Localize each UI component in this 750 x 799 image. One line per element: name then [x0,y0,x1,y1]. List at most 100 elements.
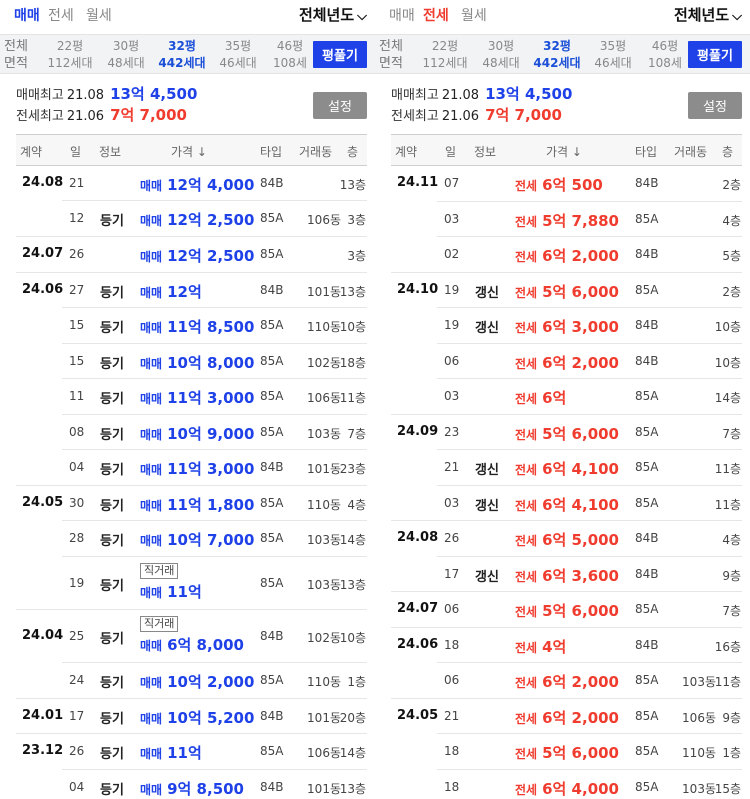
transaction-row[interactable]: 24.08 26 전세 6억 5,000 84B 4층 [375,521,750,557]
transaction-row[interactable]: 24.04 25 등기 직거래 매매 6억 8,000 84B 102동 10층 [0,610,375,663]
area-option-3[interactable]: 32평 442세대 [154,38,210,72]
deal-price: 6억 2,000 [542,247,619,265]
area-households: 112세대 [47,56,93,70]
price-cell: 전세 6억 4,000 [515,778,619,799]
unit-type: 84B [260,709,284,723]
transaction-row[interactable]: 21 갱신 전세 6억 4,100 85A 11층 [375,450,750,486]
price-cell: 전세 6억 5,000 [515,529,619,550]
price-cell: 매매 12억 4,000 [140,174,254,195]
transaction-row[interactable]: 17 갱신 전세 6억 3,600 84B 9층 [375,557,750,592]
tab-monthly-rent[interactable]: 월세 [461,8,487,24]
area-option-2[interactable]: 30평 48세대 [98,38,154,72]
area-option-4[interactable]: 35평 46세대 [210,38,266,72]
table-header: 계약 일 정보 가격 ↓ 타입 거래동 층 [16,134,367,166]
transaction-row[interactable]: 03 전세 5억 7,880 85A 4층 [375,202,750,237]
area-option-5[interactable]: 46평 108세 [637,38,693,72]
deal-kind-label: 전세 [515,250,538,264]
row-divider [437,556,742,557]
transaction-row[interactable]: 23.12 26 등기 매매 11억 85A 106동 14층 [0,734,375,770]
deal-price: 6억 3,600 [542,567,619,585]
transaction-row[interactable]: 18 전세 5억 6,000 85A 110동 1층 [375,734,750,770]
settings-button[interactable]: 설정 [313,92,367,119]
transaction-row[interactable]: 04 등기 매매 11억 3,000 84B 101동 23층 [0,450,375,486]
deal-price: 5억 6,000 [542,602,619,620]
transaction-row[interactable]: 11 등기 매매 11억 3,000 85A 106동 11층 [0,379,375,415]
price-cell: 매매 11억 8,500 [140,316,254,337]
settings-button[interactable]: 설정 [688,92,742,119]
deal-info-badge: 등기 [100,534,124,549]
header-contract: 계약 [20,145,43,159]
transaction-row[interactable]: 24.05 30 등기 매매 11억 1,800 85A 110동 4층 [0,486,375,521]
pyeong-expand-button[interactable]: 평풀기 [688,41,742,68]
transaction-row[interactable]: 03 전세 6억 85A 14층 [375,379,750,415]
transaction-row[interactable]: 18 전세 6억 4,000 85A 103동 15층 [375,770,750,799]
year-filter-dropdown[interactable]: 전체년도 ⌵ [674,4,742,25]
transaction-row[interactable]: 24.08 21 매매 12억 4,000 84B 13층 [0,166,375,201]
contract-day: 26 [444,531,460,545]
deal-kind-label: 매매 [140,321,163,335]
row-divider [62,769,367,770]
header-price-sort[interactable]: 가격 ↓ [171,145,207,159]
deal-kind-label: 전세 [515,428,538,442]
deal-price: 12억 [167,283,202,301]
floor: 13층 [339,178,366,192]
deal-info-badge: 등기 [100,214,124,229]
deal-price: 6억 2,000 [542,673,619,691]
transaction-row[interactable]: 15 등기 매매 11억 8,500 85A 110동 10층 [0,308,375,344]
price-cell: 매매 10억 2,000 [140,671,254,692]
transaction-row[interactable]: 03 갱신 전세 6억 4,100 85A 11층 [375,486,750,521]
transaction-row[interactable]: 02 전세 6억 2,000 84B 5층 [375,237,750,273]
unit-type: 85A [260,389,284,403]
tab-sale[interactable]: 매매 [389,8,415,24]
transaction-row[interactable]: 15 등기 매매 10억 8,000 85A 102동 18층 [0,344,375,379]
area-option-1[interactable]: 22평 112세대 [417,38,473,72]
tab-jeonse[interactable]: 전세 [423,8,449,24]
building-dong: 102동 [307,356,341,370]
area-option-4[interactable]: 35평 46세대 [585,38,641,72]
year-filter-dropdown[interactable]: 전체년도 ⌵ [299,4,367,25]
area-pyeong: 46평 [651,39,679,53]
transaction-row[interactable]: 24.09 23 전세 5억 6,000 85A 7층 [375,415,750,450]
area-option-1[interactable]: 22평 112세대 [42,38,98,72]
transaction-row[interactable]: 24 등기 매매 10억 2,000 85A 110동 1층 [0,663,375,699]
area-option-3[interactable]: 32평 442세대 [529,38,585,72]
transaction-row[interactable]: 24.01 17 등기 매매 10억 5,200 84B 101동 20층 [0,699,375,734]
header-price-sort[interactable]: 가격 ↓ [546,145,582,159]
transaction-row[interactable]: 04 등기 매매 9억 8,500 84B 101동 13층 [0,770,375,799]
pyeong-expand-button[interactable]: 평풀기 [313,41,367,68]
transaction-row[interactable]: 12 등기 매매 12억 2,500 85A 106동 3층 [0,201,375,237]
floor: 7층 [722,604,741,618]
row-divider [391,698,742,699]
transaction-row[interactable]: 24.06 18 전세 4억 84B 16층 [375,628,750,663]
tab-sale[interactable]: 매매 [14,8,40,24]
tab-jeonse[interactable]: 전세 [48,8,74,24]
row-divider [16,733,367,734]
price-cell: 전세 5억 6,000 [515,742,619,763]
floor: 3층 [347,249,366,263]
transaction-row[interactable]: 06 전세 6억 2,000 85A 103동 11층 [375,663,750,699]
contract-day: 06 [444,354,460,368]
deal-price: 11억 [167,583,202,601]
transaction-row[interactable]: 06 전세 6억 2,000 84B 10층 [375,344,750,379]
contract-day: 11 [69,389,85,403]
building-dong: 110동 [682,746,716,760]
transaction-row[interactable]: 24.07 06 전세 5억 6,000 85A 7층 [375,592,750,628]
contract-day: 21 [444,709,460,723]
transaction-row[interactable]: 28 등기 매매 10억 7,000 85A 103동 14층 [0,521,375,557]
sale-max-price: 13억 4,500 [485,85,573,103]
transaction-row[interactable]: 24.07 26 매매 12억 2,500 85A 3층 [0,237,375,273]
transaction-row[interactable]: 19 등기 직거래 매매 11억 85A 103동 13층 [0,557,375,610]
deal-info-badge: 갱신 [475,499,499,514]
contract-month: 24.06 [397,637,439,652]
transaction-row[interactable]: 24.06 27 등기 매매 12억 84B 101동 13층 [0,273,375,308]
area-option-2[interactable]: 30평 48세대 [473,38,529,72]
transaction-row[interactable]: 24.11 07 전세 6억 500 84B 2층 [375,166,750,202]
transaction-row[interactable]: 19 갱신 전세 6억 3,000 84B 10층 [375,308,750,344]
row-divider [437,201,742,202]
transaction-row[interactable]: 24.10 19 갱신 전세 5억 6,000 85A 2층 [375,273,750,308]
building-dong: 103동 [682,675,716,689]
area-option-5[interactable]: 46평 108세 [262,38,318,72]
transaction-row[interactable]: 24.05 21 전세 6억 2,000 85A 106동 9층 [375,699,750,734]
transaction-row[interactable]: 08 등기 매매 10억 9,000 85A 103동 7층 [0,415,375,450]
tab-monthly-rent[interactable]: 월세 [86,8,112,24]
